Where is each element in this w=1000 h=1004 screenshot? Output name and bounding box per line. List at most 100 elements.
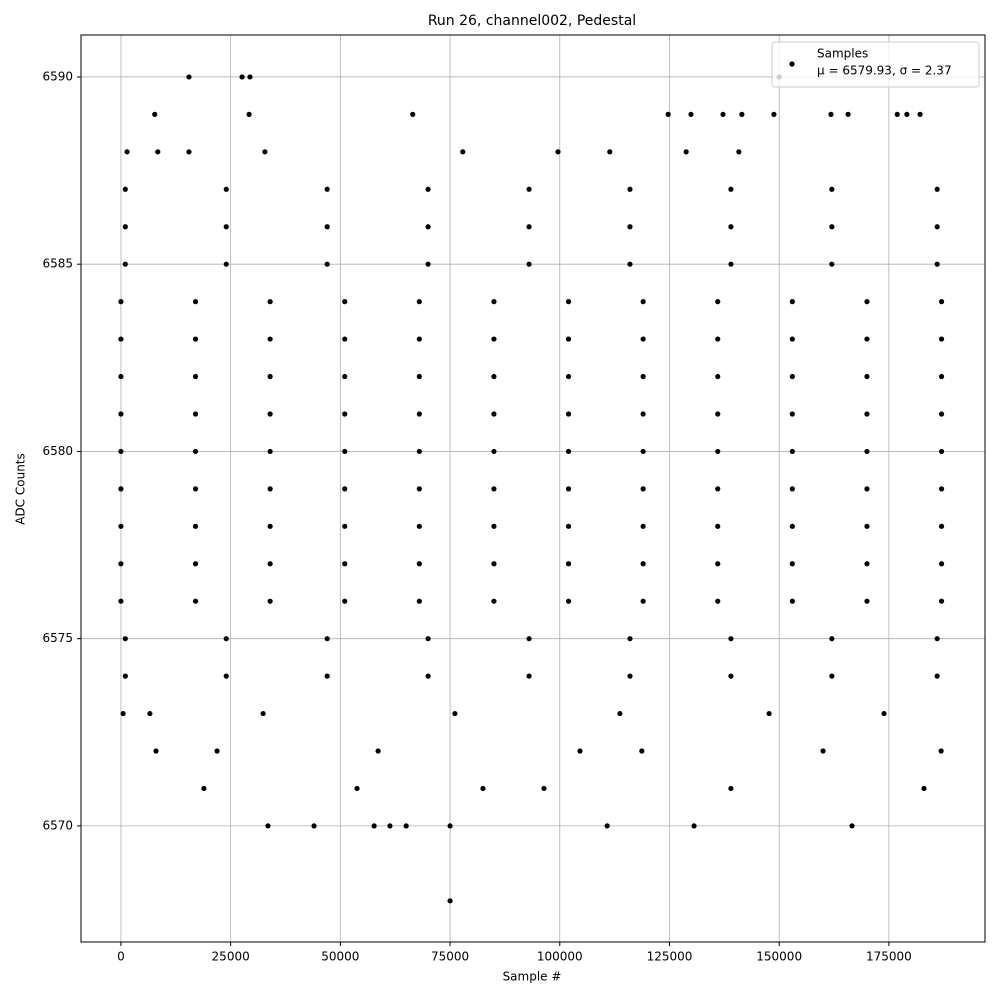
point <box>223 261 229 267</box>
point <box>118 598 124 604</box>
point <box>766 710 772 717</box>
x-tick-label: 150000 <box>756 950 802 964</box>
point <box>267 598 273 604</box>
point <box>410 111 416 117</box>
point <box>938 561 945 567</box>
point <box>192 373 199 380</box>
point <box>375 748 381 754</box>
point <box>789 561 795 567</box>
point <box>122 636 128 642</box>
point <box>938 448 945 455</box>
point <box>267 523 273 529</box>
point <box>425 261 431 267</box>
point <box>829 186 835 192</box>
y-tick-label: 6570 <box>42 818 73 832</box>
point <box>118 336 124 342</box>
point <box>829 261 835 267</box>
x-tick-label: 125000 <box>647 950 693 964</box>
point <box>246 111 252 117</box>
point <box>416 336 422 342</box>
point <box>789 373 795 380</box>
point <box>829 224 835 230</box>
point <box>192 561 199 567</box>
point <box>223 186 229 192</box>
point <box>267 486 273 492</box>
point <box>267 299 273 305</box>
point <box>223 224 229 230</box>
point <box>639 748 645 754</box>
point <box>147 710 153 717</box>
point <box>640 561 646 567</box>
point <box>938 486 945 492</box>
legend-note: μ = 6579.93, σ = 2.37 <box>817 64 952 78</box>
point <box>565 598 572 604</box>
point <box>934 261 940 267</box>
point <box>728 673 734 679</box>
point <box>491 561 497 567</box>
point <box>342 561 348 567</box>
point <box>416 486 422 492</box>
point <box>267 561 273 567</box>
x-tick-label: 175000 <box>866 950 912 964</box>
point <box>864 373 870 380</box>
legend-box <box>771 41 980 88</box>
point <box>452 710 458 717</box>
point <box>342 523 348 529</box>
point <box>640 486 646 492</box>
point <box>938 523 945 529</box>
point <box>604 823 610 829</box>
point <box>425 224 431 230</box>
point <box>342 448 348 455</box>
point <box>491 523 497 529</box>
point <box>864 336 870 342</box>
point <box>904 111 910 117</box>
point <box>789 486 795 492</box>
point <box>122 224 128 230</box>
point <box>728 261 734 267</box>
y-tick-label: 6580 <box>42 444 73 458</box>
point <box>565 336 572 342</box>
point <box>447 823 453 829</box>
point <box>118 448 124 455</box>
point <box>425 636 431 642</box>
y-axis-label: ADC Counts <box>14 453 28 525</box>
point <box>864 523 870 529</box>
point <box>934 186 940 192</box>
point <box>577 748 583 754</box>
point <box>715 486 721 492</box>
point <box>640 523 646 529</box>
point <box>617 710 623 717</box>
point <box>828 111 834 117</box>
point <box>881 710 887 717</box>
point <box>938 748 944 754</box>
point <box>371 823 377 829</box>
point <box>324 261 330 267</box>
point <box>192 523 199 529</box>
point <box>223 636 229 642</box>
point <box>267 336 273 342</box>
x-tick-label: 50000 <box>321 950 359 964</box>
point <box>192 299 199 305</box>
point <box>715 448 721 455</box>
point <box>265 823 271 829</box>
point <box>894 111 900 117</box>
point <box>789 411 795 417</box>
x-tick-label: 25000 <box>212 950 250 964</box>
point <box>460 149 466 155</box>
point <box>342 373 348 380</box>
point <box>491 486 497 492</box>
y-tick-label: 6590 <box>42 69 73 83</box>
point <box>267 373 273 380</box>
point <box>864 411 870 417</box>
plot-frame <box>80 34 986 943</box>
point <box>403 823 409 829</box>
point <box>627 261 633 267</box>
point <box>683 149 689 155</box>
point <box>260 710 266 717</box>
point <box>223 673 229 679</box>
point <box>324 224 330 230</box>
point <box>640 336 646 342</box>
point <box>118 373 124 380</box>
point <box>934 224 940 230</box>
point <box>267 411 273 417</box>
